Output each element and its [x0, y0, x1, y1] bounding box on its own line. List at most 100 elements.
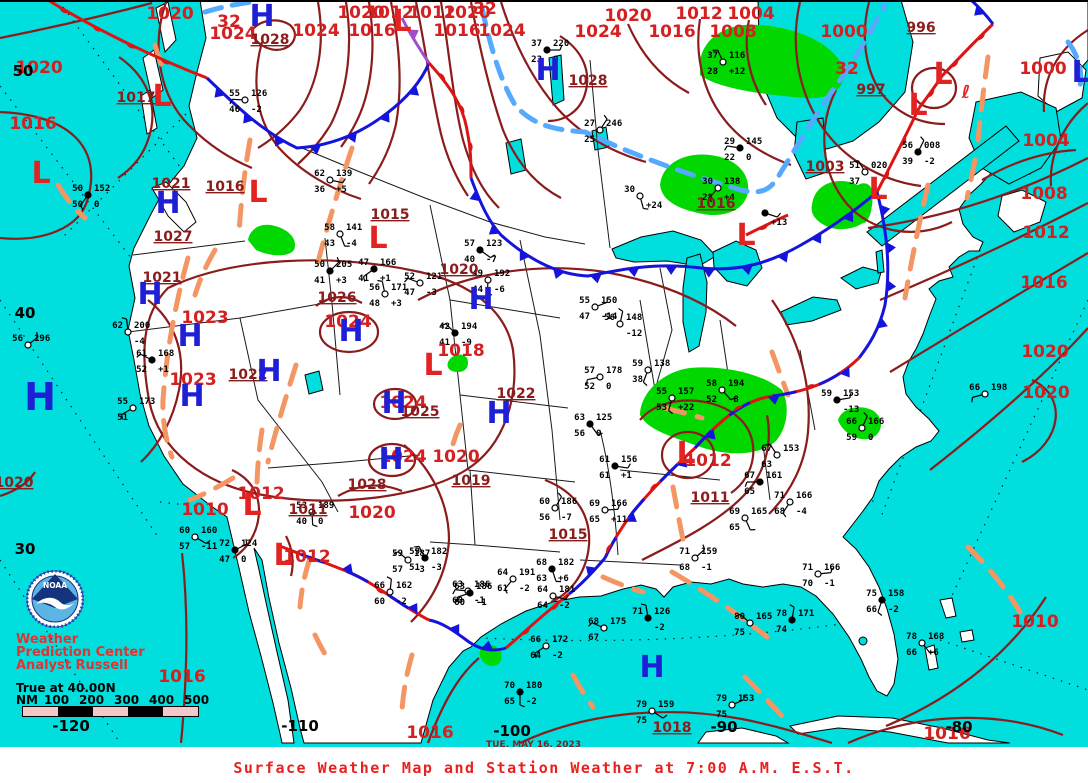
isobar-label: 1025	[401, 404, 440, 420]
warm-front-semicircle	[733, 405, 744, 413]
svg-text:40: 40	[464, 255, 475, 265]
high-pressure-symbol: H	[177, 319, 202, 354]
svg-text:51: 51	[117, 413, 128, 423]
isobar-label: 1015	[549, 527, 588, 543]
cold-front-triangle	[703, 268, 716, 278]
svg-text:28: 28	[702, 193, 713, 203]
warm-front-semicircle	[900, 135, 907, 147]
high-pressure-symbol: H	[249, 0, 274, 34]
svg-text:63: 63	[454, 582, 465, 592]
svg-text:0: 0	[241, 555, 246, 565]
isobar-label: 1020	[337, 3, 384, 23]
svg-text:159: 159	[658, 700, 674, 710]
station-plot: 30 +24	[624, 185, 663, 211]
low-pressure-symbol: L	[736, 218, 755, 253]
svg-text:-9: -9	[461, 338, 472, 348]
svg-text:0: 0	[871, 177, 876, 187]
svg-text:62: 62	[314, 169, 325, 179]
svg-text:27: 27	[584, 119, 595, 129]
cold-front-triangle	[880, 204, 891, 217]
svg-text:+12: +12	[729, 67, 745, 77]
svg-text:165: 165	[756, 612, 772, 622]
isobar-label: 1018	[437, 341, 484, 361]
warm-front	[505, 592, 570, 650]
svg-text:0: 0	[553, 55, 558, 65]
scale-tick: 200	[79, 693, 105, 707]
scale-title: True at 40.00N	[16, 681, 116, 695]
svg-text:159: 159	[701, 547, 717, 557]
isobar-label: 1020	[440, 262, 479, 278]
svg-text:67: 67	[744, 471, 755, 481]
cold-front-triangle	[843, 211, 854, 223]
svg-text:153: 153	[783, 444, 799, 454]
isobar-label: 32	[217, 12, 241, 32]
low-pressure-symbol: L	[242, 488, 261, 523]
svg-text:+6: +6	[928, 648, 939, 658]
isobar-label: 1024	[478, 21, 525, 41]
svg-text:42: 42	[439, 322, 450, 332]
svg-text:59: 59	[821, 389, 832, 399]
isobar-label: 1024	[292, 21, 339, 41]
cold-front-triangle	[407, 603, 418, 614]
noaa-logo-text: NOAA	[43, 581, 67, 590]
isobar-label: 1000	[1019, 59, 1066, 79]
cold-front-triangle	[519, 250, 530, 262]
cold-front-triangle	[341, 563, 353, 575]
svg-text:162: 162	[396, 581, 412, 591]
svg-text:182: 182	[558, 558, 574, 568]
svg-text:186: 186	[476, 582, 492, 592]
station-plot: 56 196	[12, 331, 50, 349]
svg-text:126: 126	[654, 607, 670, 617]
warm-front	[745, 213, 789, 237]
isobar-label: 1021	[152, 176, 191, 192]
svg-text:64: 64	[537, 585, 548, 595]
svg-text:78: 78	[906, 632, 917, 642]
isobar-label: 1012	[684, 451, 731, 471]
svg-text:63: 63	[536, 574, 547, 584]
svg-text:44: 44	[472, 285, 483, 295]
warm-front-semicircle	[926, 87, 935, 98]
svg-text:173: 173	[139, 397, 155, 407]
stationary-front-blue-overlay	[693, 356, 861, 450]
high-pressure-symbol: H	[486, 396, 511, 431]
station-plot: 58 194 52 -8	[706, 379, 745, 405]
svg-text:66: 66	[906, 648, 917, 658]
station-plot: 29 145 22 0	[724, 137, 762, 163]
isobar-label: 1016	[697, 196, 736, 212]
svg-text:56: 56	[902, 141, 913, 151]
svg-text:40: 40	[296, 517, 307, 527]
warm-front-semicircle	[949, 58, 959, 68]
isobar-label: 1012	[237, 484, 284, 504]
warm-front-semicircle	[650, 483, 659, 493]
station-plot: 55 150 47 -14	[579, 296, 618, 322]
station-plot: 57 178 52 0	[584, 366, 622, 392]
isobar-label: 1012	[408, 3, 455, 23]
svg-text:52: 52	[706, 395, 717, 405]
warm-front-semicircle	[606, 543, 613, 555]
svg-text:56: 56	[539, 513, 550, 523]
station-plot: 63 186 60 -1	[454, 582, 492, 608]
svg-text:68: 68	[774, 507, 785, 517]
station-plot: 57 123 40 -7	[464, 239, 502, 265]
svg-text:43: 43	[324, 239, 335, 249]
svg-text:50: 50	[72, 184, 83, 194]
isobar-label: 1015	[371, 207, 410, 223]
station-plot: 69 166 65 +11	[589, 499, 627, 525]
station-plot: 52 121 47 -3	[404, 272, 442, 298]
station-plot: 66 198	[969, 383, 1007, 403]
nova-scotia	[997, 189, 1047, 233]
svg-text:75: 75	[734, 628, 745, 638]
cold-front-triangle	[590, 273, 602, 284]
isobar-label: 1016	[923, 724, 970, 744]
low-pressure-symbol: L	[908, 88, 927, 123]
svg-text:+4: +4	[724, 193, 735, 203]
station-plot: 72 124 47 0	[219, 539, 258, 565]
scale-tick: 400	[149, 693, 175, 707]
isobar-label: 1016	[648, 22, 695, 42]
warm-front-semicircle	[437, 72, 446, 83]
svg-text:-3: -3	[414, 565, 425, 575]
svg-text:0: 0	[746, 153, 751, 163]
svg-text:148: 148	[626, 313, 642, 323]
svg-text:-8: -8	[728, 395, 739, 405]
cold-front-triangle	[811, 232, 822, 244]
